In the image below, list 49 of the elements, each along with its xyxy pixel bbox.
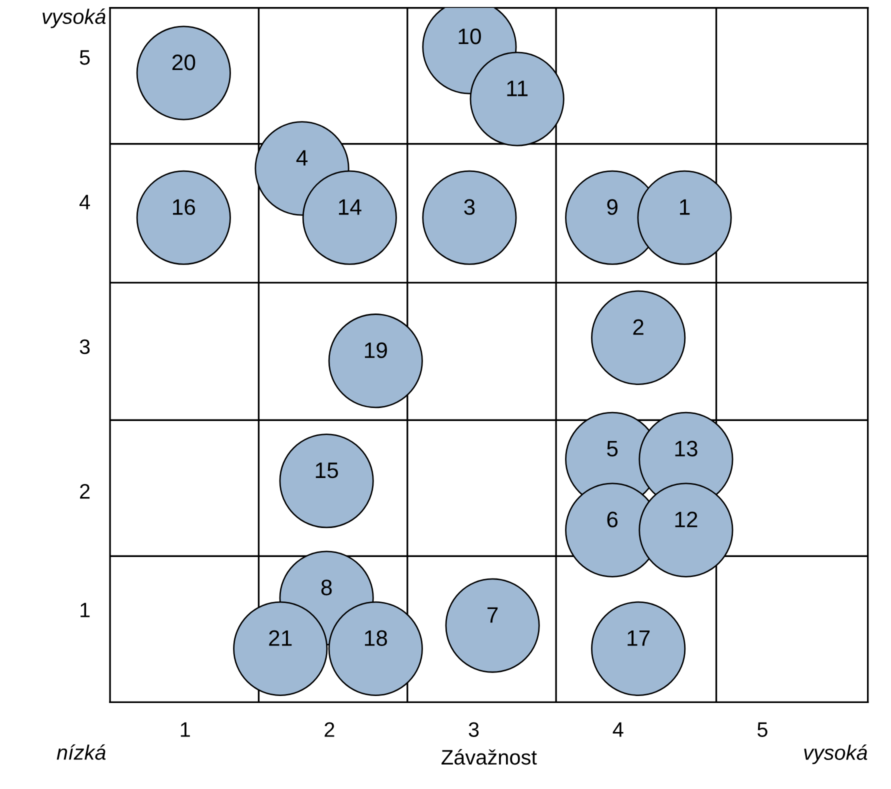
annotation: 19 <box>364 342 387 358</box>
y-tick-label: 3 <box>80 339 90 354</box>
annotation: 16 <box>172 199 196 215</box>
annotation: 4 <box>296 150 308 166</box>
point <box>470 52 564 146</box>
annotation: 12 <box>675 512 698 528</box>
point <box>328 314 423 408</box>
text: vysoká <box>804 744 868 764</box>
annotation: 20 <box>172 54 196 70</box>
annotation: 11 <box>507 80 528 96</box>
point <box>637 170 732 265</box>
annotation: 21 <box>269 630 292 646</box>
point <box>445 578 540 673</box>
y-tick-label: 2 <box>80 484 90 499</box>
point <box>638 482 734 578</box>
annotation: 10 <box>458 28 481 44</box>
annotation: 7 <box>488 607 498 623</box>
x-tick-label: 5 <box>758 722 768 737</box>
annotation: 17 <box>628 630 650 646</box>
point <box>422 170 517 265</box>
point <box>591 601 686 696</box>
point <box>279 434 374 528</box>
y-tick-label: 4 <box>79 194 90 210</box>
y-tick-label: 5 <box>80 50 90 65</box>
x-tick-label: 1 <box>180 722 190 737</box>
x-tick-label: 2 <box>324 722 334 737</box>
annotation: 13 <box>675 440 698 456</box>
point <box>233 601 328 696</box>
text: nízká <box>56 744 106 760</box>
point <box>136 26 231 120</box>
annotation: 14 <box>338 199 362 215</box>
annotation: 3 <box>464 199 475 215</box>
annotation: 1 <box>680 199 690 215</box>
point <box>136 170 231 265</box>
x-tick-label: 3 <box>468 722 479 737</box>
annotation: 8 <box>321 580 332 596</box>
annotation: 5 <box>607 440 618 456</box>
x-tick-label: 4 <box>612 722 624 737</box>
y-tick-label: 1 <box>80 602 90 618</box>
text: vysoká <box>42 8 106 28</box>
annotation: 6 <box>607 512 618 528</box>
annotation: 2 <box>633 319 644 335</box>
annotation: 9 <box>607 199 618 215</box>
annotation: 18 <box>364 630 388 646</box>
annotation: 15 <box>316 462 338 478</box>
point <box>591 290 686 385</box>
point <box>302 170 397 265</box>
x-axis-title: Závažnost <box>442 749 537 765</box>
point <box>328 601 423 696</box>
